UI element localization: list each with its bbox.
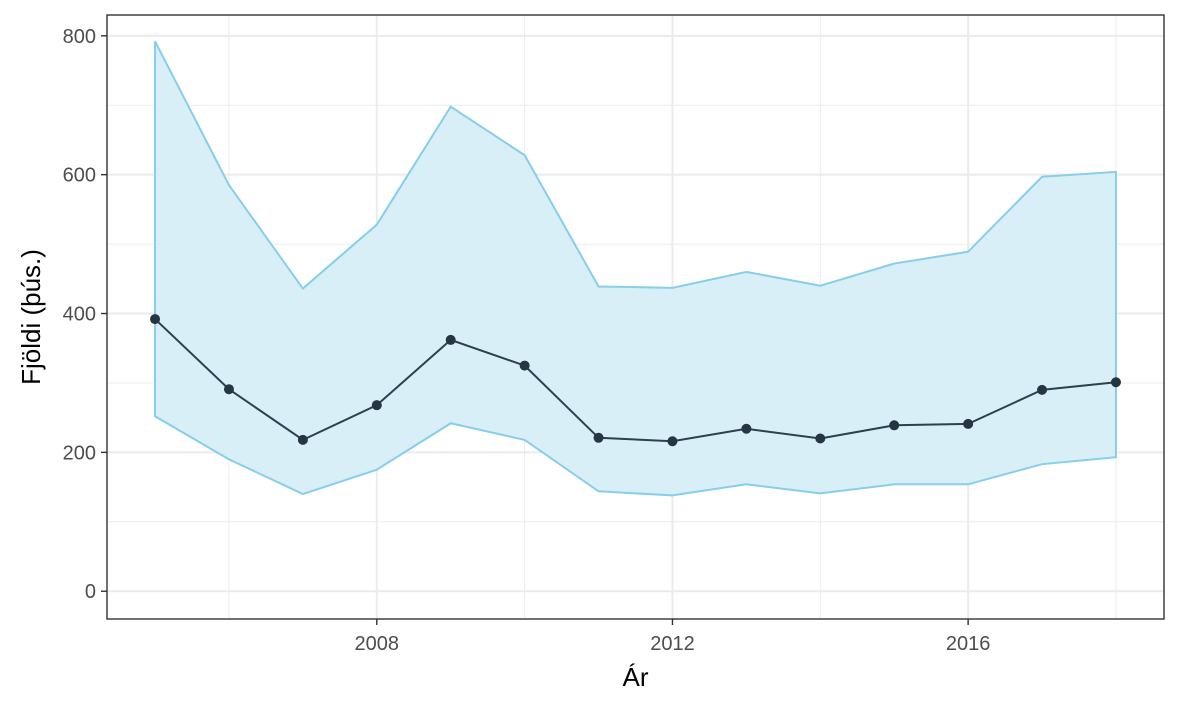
y-tick-label-200: 200 (63, 442, 96, 464)
plot-border (106, 14, 1165, 620)
data-point-2011 (593, 432, 604, 443)
x-tick-label-2016: 2016 (946, 633, 991, 655)
y-axis-ticks: 0 200 400 600 800 (63, 26, 107, 603)
data-point-2017 (1037, 384, 1048, 395)
series-line (154, 318, 1117, 443)
data-point-2015 (889, 420, 900, 431)
data-point-2014 (815, 433, 826, 444)
y-tick-label-600: 600 (63, 165, 96, 187)
data-point-2006 (223, 384, 234, 395)
data-point-2010 (519, 360, 530, 371)
data-point-2012 (667, 436, 678, 447)
x-tick-label-2012: 2012 (650, 633, 695, 655)
confidence-band (154, 40, 1117, 497)
data-point-2018 (1110, 377, 1121, 388)
data-point-2013 (741, 423, 752, 434)
y-tick-label-0: 0 (85, 581, 96, 603)
data-point-2009 (445, 334, 456, 345)
y-tick-label-400: 400 (63, 304, 96, 326)
x-tick-label-2008: 2008 (355, 633, 400, 655)
data-point-2005 (150, 314, 161, 325)
data-point-2007 (297, 434, 308, 445)
data-point-2016 (963, 418, 974, 429)
band-area (154, 40, 1117, 497)
x-axis-ticks: 2008 2012 2016 (355, 619, 991, 655)
series-line-layer (154, 318, 1117, 443)
x-axis-title: Ár (623, 662, 649, 692)
y-axis-title: Fjöldi (þús.) (16, 249, 46, 385)
y-tick-label-800: 800 (63, 26, 96, 48)
data-point-2008 (371, 400, 382, 411)
series-points (150, 314, 1121, 447)
